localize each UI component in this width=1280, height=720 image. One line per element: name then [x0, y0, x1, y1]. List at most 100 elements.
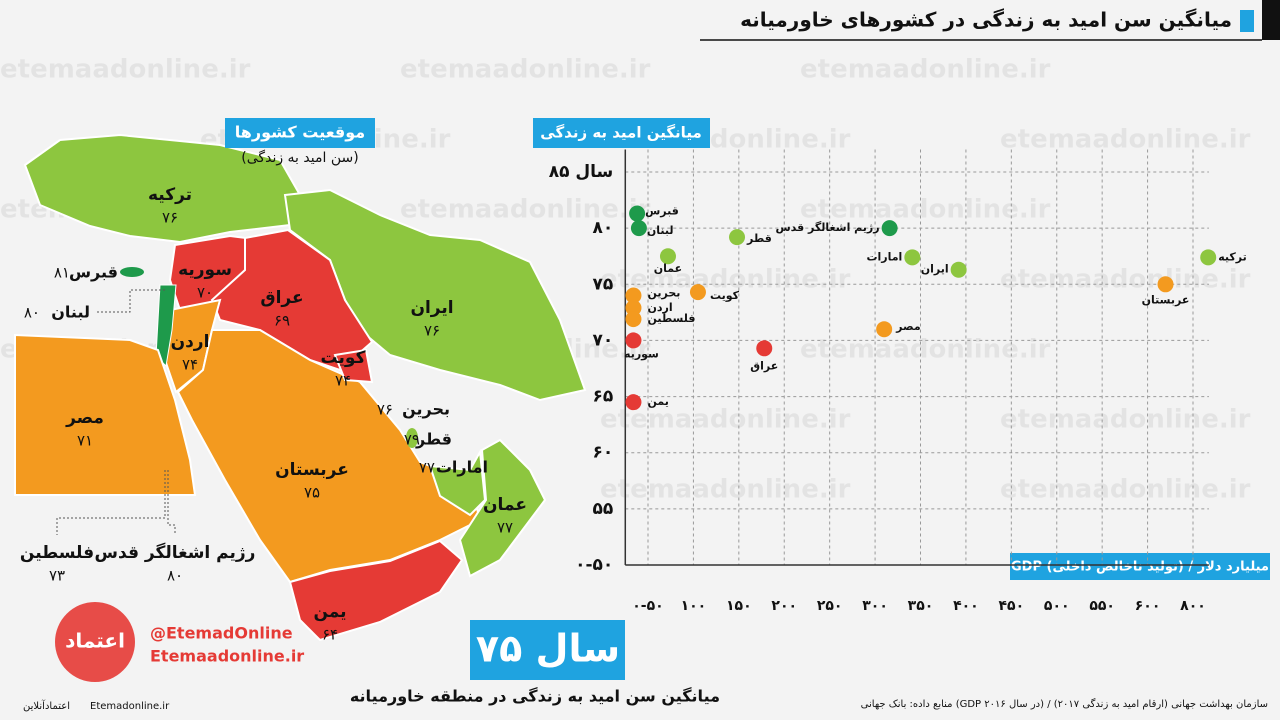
logo-text: اعتماد — [65, 629, 125, 653]
data-point — [625, 394, 642, 411]
region-name: عراق — [260, 288, 303, 308]
x-tick-label: ۱۰۰ — [681, 598, 707, 614]
x-tick-label: ۵۵۰ — [1089, 598, 1115, 614]
x-tick-label: ۱۵۰ — [726, 598, 752, 614]
social-handle: @EtemadOnline — [150, 624, 293, 643]
region-name: فلسطین — [20, 543, 94, 563]
region-name: لبنان — [51, 303, 90, 322]
x-tick-label: ۰-۵۰ — [632, 598, 663, 614]
callout-value: ۷۵ سال — [476, 627, 620, 671]
point-label: اردن — [647, 301, 672, 314]
x-axis-label: GDP (تولید ناخالص داخلی) / میلیارد دلار — [1011, 560, 1269, 575]
map-oman — [458, 438, 547, 578]
callout-caption: میانگین سن امید به زندگی در منطقه خاورمی… — [350, 687, 720, 706]
point-label: امارات — [866, 250, 902, 263]
map-kuwait — [333, 348, 374, 384]
map-levant — [155, 284, 177, 368]
footer-site: Etemadonline.ir — [90, 701, 170, 712]
region-value: ۷۶ — [162, 209, 178, 227]
header-accent — [1240, 10, 1254, 32]
watermark: etemaadonline.ir — [600, 405, 851, 435]
region-name: قبرس — [69, 263, 118, 282]
region-value: ۷۴ — [335, 372, 351, 390]
data-point — [629, 205, 646, 222]
region-value: ۸۰ — [24, 304, 40, 322]
x-tick-label: ۴۰۰ — [953, 598, 979, 614]
point-label: عمان — [654, 262, 682, 275]
x-tick-label: ۴۵۰ — [999, 598, 1025, 614]
watermark: etemaadonline.ir — [600, 475, 851, 505]
region-value: ۸۰ — [167, 567, 183, 585]
watermark: etemaadonline.ir — [1000, 265, 1251, 295]
data-point — [625, 332, 642, 349]
x-tick-label: ۲۵۰ — [817, 598, 843, 614]
data-point — [881, 220, 898, 237]
map-title-box — [225, 118, 375, 148]
y-tick-label: ۰-۵۰ — [575, 555, 613, 575]
data-point — [876, 321, 893, 338]
y-tick-label: ۸۵ سال — [549, 162, 614, 182]
data-point — [625, 311, 642, 328]
region-name: سوریه — [178, 260, 232, 280]
point-label: رژیم اشغالگر قدس — [775, 221, 879, 234]
x-tick-label: ۵۰۰ — [1044, 598, 1070, 614]
point-label: لبنان — [647, 224, 674, 237]
data-point — [659, 248, 676, 265]
watermark: etemaadonline.ir — [800, 195, 1051, 225]
scatter-plot: ۰-۵۰ ۵۵ ۶۰ ۶۵ ۷۰ ۷۵ ۸۰ ۸۵ سال ۰-۵۰ ۱۰۰ ۱۵۰ ۲۰۰ ۲۵۰ ۳۰… — [549, 149, 1247, 614]
region-value: ۷۴ — [182, 356, 198, 374]
data-point — [1157, 276, 1174, 293]
point-label: بحرین — [647, 287, 680, 300]
watermark: etemaadonline.ir — [400, 55, 651, 85]
region-name: رژیم اشغالگر قدس — [95, 542, 256, 563]
point-label: قبرس — [645, 205, 679, 218]
watermark: etemaadonline.ir — [1000, 125, 1251, 155]
watermark: etemaadonline.ir — [600, 265, 851, 295]
y-axis-label: میانگین امید به زندگی — [540, 124, 701, 142]
region-name: ترکیه — [148, 185, 192, 205]
region-value: ۷۱ — [77, 432, 93, 450]
map-qatar — [406, 428, 418, 448]
point-label: کویت — [710, 289, 740, 302]
watermark: etemaadonline.ir — [400, 195, 651, 225]
region-value: ۷۵ — [304, 484, 320, 502]
region-name: بحرین — [402, 400, 450, 419]
footer-brand: اعتمادآنلاین — [23, 699, 70, 712]
y-tick-label: ۵۵ — [593, 499, 614, 519]
region-value: ۷۷ — [419, 459, 435, 477]
region-name: یمن — [313, 602, 346, 622]
region-value: ۶۹ — [274, 312, 290, 330]
point-label: عراق — [750, 359, 778, 372]
region-value: ۷۶ — [377, 401, 393, 419]
map-iraq — [210, 228, 374, 372]
region-name: اردن — [171, 332, 210, 352]
y-tick-label: ۶۵ — [593, 387, 614, 407]
region-name: امارات — [436, 458, 488, 477]
region-value: ۷۰ — [197, 284, 213, 302]
region-name: مصر — [65, 408, 104, 428]
point-label: مصر — [895, 320, 921, 333]
region-name: کویت — [321, 348, 366, 368]
region-value: ۷۳ — [49, 567, 65, 585]
region-value: ۷۶ — [424, 322, 440, 340]
leader-line — [95, 289, 165, 313]
leader-line — [56, 470, 166, 535]
data-point — [630, 220, 647, 237]
data-point — [1200, 249, 1217, 266]
x-label-box — [1010, 553, 1270, 580]
point-label: قطر — [746, 232, 772, 245]
data-point — [625, 299, 642, 316]
watermark: etemaadonline.ir — [1000, 405, 1251, 435]
watermark: etemaadonline.ir — [0, 55, 251, 85]
region-value: ۸۱ — [54, 264, 70, 282]
region-name: قطر — [415, 430, 452, 449]
map — [14, 133, 587, 642]
y-tick-label: ۷۰ — [593, 330, 614, 350]
data-point — [950, 261, 967, 278]
map-yemen — [288, 539, 464, 642]
y-label-box — [533, 118, 710, 148]
x-tick-label: ۸۰۰ — [1180, 598, 1206, 614]
watermark: etemaadonline.ir — [1000, 475, 1251, 505]
